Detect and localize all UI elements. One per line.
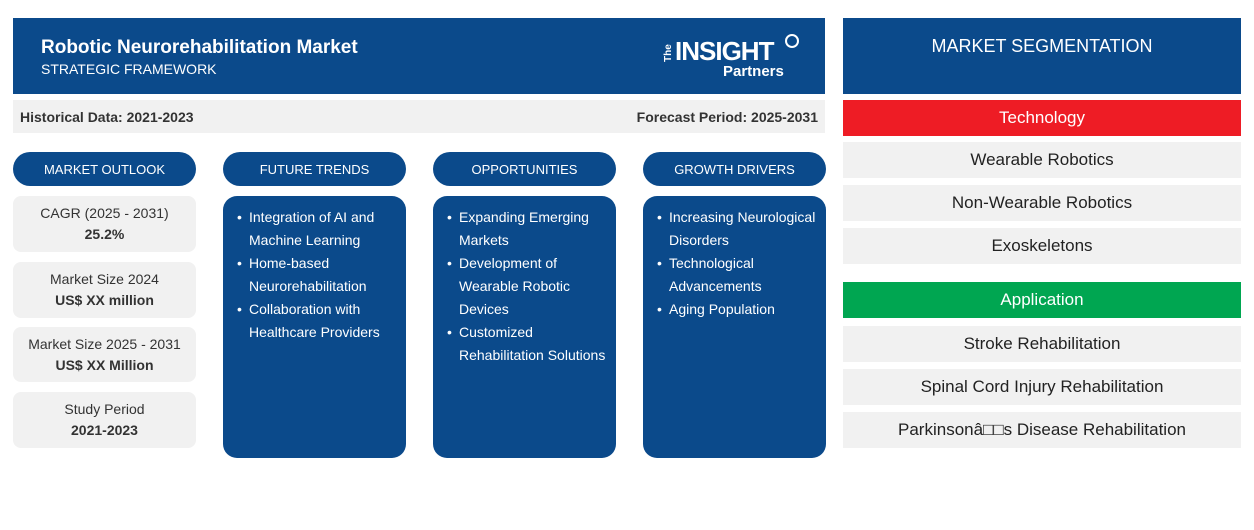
segment-item: Non-Wearable Robotics (843, 185, 1241, 221)
page-subtitle: STRATEGIC FRAMEWORK (41, 61, 217, 77)
outlook-card: Market Size 2025 - 2031 US$ XX Million (13, 327, 196, 382)
list-item: Collaboration with Healthcare Providers (237, 298, 396, 344)
column-box: Expanding Emerging MarketsDevelopment of… (433, 196, 616, 458)
segment-item: Stroke Rehabilitation (843, 326, 1241, 362)
page-title: Robotic Neurorehabilitation Market (41, 37, 358, 58)
market-outlook-pill: MARKET OUTLOOK (13, 152, 196, 186)
insight-partners-logo: The INSIGHT Partners (661, 32, 801, 82)
segment-category: Technology (843, 100, 1241, 136)
forecast-period: Forecast Period: 2025-2031 (636, 109, 818, 125)
segment-item: Spinal Cord Injury Rehabilitation (843, 369, 1241, 405)
segmentation-header: MARKET SEGMENTATION (843, 18, 1241, 94)
period-bar: Historical Data: 2021-2023 Forecast Peri… (13, 100, 825, 133)
historical-data: Historical Data: 2021-2023 (20, 109, 194, 125)
column-box: Integration of AI and Machine LearningHo… (223, 196, 406, 458)
list-item: Expanding Emerging Markets (447, 206, 606, 252)
list-item: Development of Wearable Robotic Devices (447, 252, 606, 321)
column-pill: OPPORTUNITIES (433, 152, 616, 186)
list-item: Aging Population (657, 298, 816, 321)
column-box: Increasing Neurological DisordersTechnol… (643, 196, 826, 458)
list-item: Customized Rehabilitation Solutions (447, 321, 606, 367)
list-item: Home-based Neurorehabilitation (237, 252, 396, 298)
outlook-card: Market Size 2024 US$ XX million (13, 262, 196, 318)
segment-item: Wearable Robotics (843, 142, 1241, 178)
column-pill: FUTURE TRENDS (223, 152, 406, 186)
list-item: Increasing Neurological Disorders (657, 206, 816, 252)
segment-item: Parkinsonâ□□s Disease Rehabilitation (843, 412, 1241, 448)
column-pill: GROWTH DRIVERS (643, 152, 826, 186)
outlook-card: CAGR (2025 - 2031) 25.2% (13, 196, 196, 252)
outlook-card: Study Period 2021-2023 (13, 392, 196, 448)
segment-category: Application (843, 282, 1241, 318)
logo-ring-icon (785, 34, 799, 48)
list-item: Technological Advancements (657, 252, 816, 298)
list-item: Integration of AI and Machine Learning (237, 206, 396, 252)
segment-item: Exoskeletons (843, 228, 1241, 264)
header-banner: Robotic Neurorehabilitation Market STRAT… (13, 18, 825, 94)
